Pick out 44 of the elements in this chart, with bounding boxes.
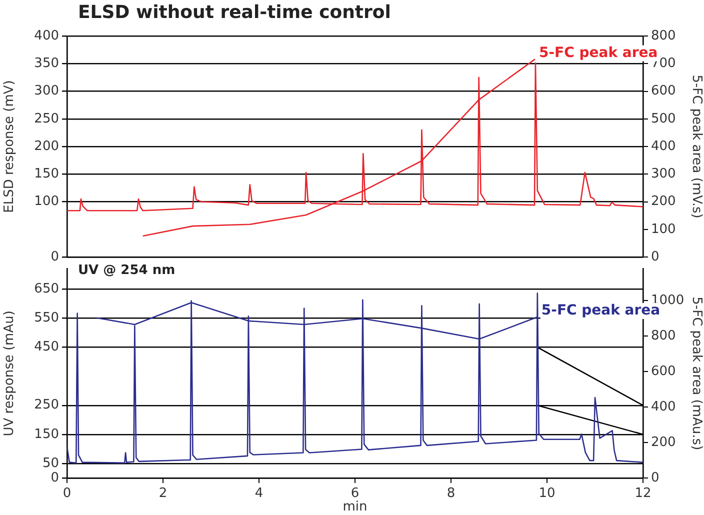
y-tick-label: 150 bbox=[34, 426, 59, 442]
x-tick-label: 6 bbox=[350, 486, 360, 502]
x-tick-label: 12 bbox=[634, 486, 652, 502]
y-tick-label: 0 bbox=[50, 470, 59, 486]
y-tick-label: 300 bbox=[34, 84, 59, 99]
x-axis-title: min bbox=[342, 500, 368, 515]
y-tick-label: 0 bbox=[50, 249, 59, 264]
x-tick-label: 10 bbox=[538, 486, 556, 502]
series-label: 5-FC peak area bbox=[541, 302, 660, 319]
y2-tick-label: 600 bbox=[651, 364, 676, 379]
y-axis-title: UV response (mAu) bbox=[2, 310, 18, 436]
y2-axis-title: 5-FC peak area (mV.s) bbox=[688, 74, 704, 218]
chart-title: ELSD without real-time control bbox=[78, 2, 391, 23]
y-tick-label: 250 bbox=[34, 111, 59, 126]
x-tick-label: 8 bbox=[446, 486, 456, 502]
y-tick-label: 200 bbox=[34, 138, 59, 154]
y2-tick-label: 100 bbox=[651, 222, 676, 237]
series-label: 5-FC peak area bbox=[539, 44, 658, 61]
y2-tick-label: 0 bbox=[651, 470, 660, 486]
y-tick-label: 100 bbox=[34, 194, 59, 210]
y2-tick-label: 200 bbox=[651, 434, 676, 450]
y-tick-label: 250 bbox=[34, 398, 59, 413]
y-tick-label: 150 bbox=[34, 166, 59, 182]
x-tick-label: 2 bbox=[158, 486, 168, 502]
y2-tick-label: 200 bbox=[651, 194, 676, 210]
chart-title: UV @ 254 nm bbox=[78, 263, 176, 278]
y2-tick-label: 400 bbox=[651, 399, 676, 414]
y2-tick-label: 0 bbox=[651, 249, 660, 264]
y-axis-title: ELSD response (mV) bbox=[2, 80, 18, 213]
y-tick-label: 350 bbox=[34, 56, 59, 71]
y2-tick-label: 600 bbox=[651, 84, 676, 99]
y-tick-label: 450 bbox=[34, 340, 59, 355]
y2-tick-label: 500 bbox=[651, 111, 676, 126]
y-tick-label: 550 bbox=[34, 310, 59, 326]
y2-tick-label: 800 bbox=[651, 28, 676, 44]
x-tick-label: 4 bbox=[254, 486, 264, 502]
y-tick-label: 50 bbox=[42, 456, 59, 471]
y2-tick-label: 400 bbox=[651, 138, 676, 154]
y-tick-label: 400 bbox=[34, 28, 59, 44]
x-tick-label: 0 bbox=[62, 486, 72, 502]
y-tick-label: 650 bbox=[34, 282, 59, 297]
y2-tick-label: 800 bbox=[651, 328, 676, 344]
y2-axis-title: 5-FC peak area (mAu.s) bbox=[688, 296, 704, 450]
y2-tick-label: 300 bbox=[651, 166, 676, 182]
